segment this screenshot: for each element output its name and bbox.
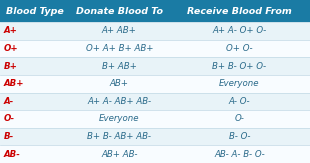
Bar — [0, 57, 310, 75]
Text: A+ AB+: A+ AB+ — [102, 26, 137, 35]
Text: A+ A- AB+ AB-: A+ A- AB+ AB- — [87, 97, 151, 106]
Text: Blood Type: Blood Type — [6, 7, 64, 15]
Text: AB+ AB-: AB+ AB- — [101, 150, 138, 159]
Bar — [0, 22, 310, 40]
Text: AB- A- B- O-: AB- A- B- O- — [214, 150, 265, 159]
Text: B+: B+ — [4, 62, 18, 71]
Text: A+ A- O+ O-: A+ A- O+ O- — [212, 26, 267, 35]
Bar — [0, 0, 310, 22]
Text: O+ A+ B+ AB+: O+ A+ B+ AB+ — [86, 44, 153, 53]
Text: O+: O+ — [4, 44, 18, 53]
Text: B+ AB+: B+ AB+ — [102, 62, 137, 71]
Text: Everyone: Everyone — [219, 79, 260, 88]
Text: Everyone: Everyone — [99, 114, 140, 123]
Text: A-: A- — [4, 97, 14, 106]
Text: B+ B- O+ O-: B+ B- O+ O- — [212, 62, 267, 71]
Text: Donate Blood To: Donate Blood To — [76, 7, 163, 15]
Text: AB-: AB- — [4, 150, 20, 159]
Text: B- O-: B- O- — [229, 132, 250, 141]
Bar — [0, 128, 310, 145]
Bar — [0, 110, 310, 128]
Bar — [0, 145, 310, 163]
Bar — [0, 92, 310, 110]
Text: B-: B- — [4, 132, 14, 141]
Text: AB+: AB+ — [110, 79, 129, 88]
Text: O-: O- — [4, 114, 15, 123]
Text: AB+: AB+ — [4, 79, 24, 88]
Text: Receive Blood From: Receive Blood From — [187, 7, 292, 15]
Text: A+: A+ — [4, 26, 18, 35]
Text: O-: O- — [235, 114, 244, 123]
Bar — [0, 75, 310, 92]
Bar — [0, 40, 310, 57]
Text: O+ O-: O+ O- — [226, 44, 253, 53]
Text: B+ B- AB+ AB-: B+ B- AB+ AB- — [87, 132, 151, 141]
Text: A- O-: A- O- — [229, 97, 250, 106]
